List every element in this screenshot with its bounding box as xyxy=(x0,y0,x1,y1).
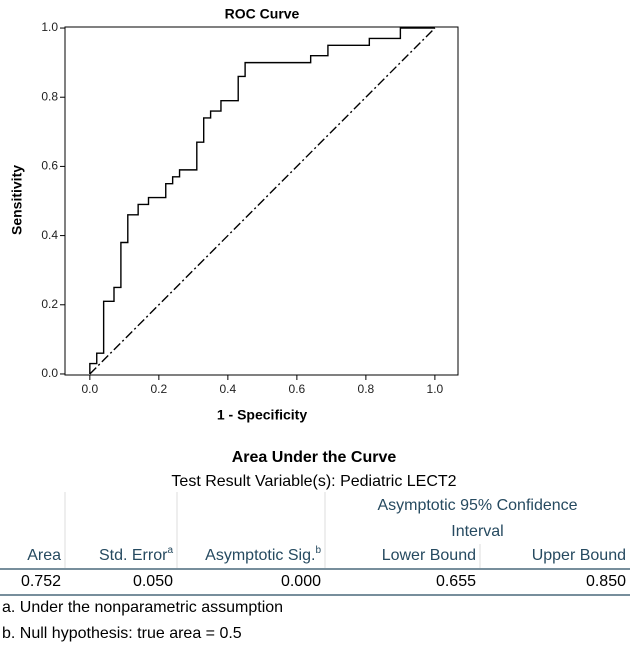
x-tick-label: 0.0 xyxy=(81,382,98,396)
plot-frame xyxy=(64,26,459,376)
y-tick-label: 0.0 xyxy=(41,366,58,380)
x-axis-label: 1 - Specificity xyxy=(217,407,307,423)
header-text: Std. Error xyxy=(99,547,168,564)
cell: 0.050 xyxy=(133,573,173,590)
header-text: Asymptotic Sig. xyxy=(205,547,315,564)
x-tick-label: 0.2 xyxy=(151,382,168,396)
y-tick-label: 0.6 xyxy=(41,159,58,173)
table-subtitle: Test Result Variable(s): Pediatric LECT2 xyxy=(171,473,456,490)
group-header-box: Asymptotic 95% Confidence Interval xyxy=(377,497,578,540)
group-header: Asymptotic 95% Confidence Interval xyxy=(377,497,578,540)
y-tick-label: 0.2 xyxy=(41,297,58,311)
roc-line xyxy=(89,27,436,375)
table: Area Std. Errora Asymptotic Sig.b Lower Bou… xyxy=(21,545,626,591)
footnote: a. Under the nonparametric assumption xyxy=(2,599,283,616)
cell: 0.850 xyxy=(586,573,626,590)
table-title: Area Under the Curve xyxy=(232,449,397,466)
x-tick-label: 0.4 xyxy=(220,382,237,396)
y-tick-label: 0.8 xyxy=(41,89,58,103)
footnote: b. Null hypothesis: true area = 0.5 xyxy=(2,625,242,642)
header-text: Lower Bound xyxy=(382,547,476,564)
header-text: Area xyxy=(27,547,61,564)
cell: 0.752 xyxy=(21,573,61,590)
column-header: Asymptotic Sig.b xyxy=(205,545,321,565)
roc-line xyxy=(89,27,435,374)
y-tick-label: 1.0 xyxy=(41,20,58,34)
cell: 0.655 xyxy=(436,573,476,590)
column-header: Std. Errora xyxy=(99,545,173,565)
y-axis-label: Sensitivity xyxy=(9,165,25,235)
column-header: Upper Bound xyxy=(532,547,626,564)
column-header: Area xyxy=(27,547,61,564)
column-rules xyxy=(64,492,481,568)
y-tick-label: 0.4 xyxy=(41,228,58,242)
column-header: Lower Bound xyxy=(382,547,476,564)
footnote-marker: a xyxy=(167,545,173,556)
cell: 0.000 xyxy=(281,573,321,590)
x-tick-label: 0.6 xyxy=(289,382,306,396)
footnote-marker: b xyxy=(315,545,321,556)
chart-title: ROC Curve xyxy=(225,6,300,22)
x-tick-label: 1.0 xyxy=(427,382,444,396)
header-text: Upper Bound xyxy=(532,547,626,564)
x-tick-label: 0.8 xyxy=(358,382,375,396)
